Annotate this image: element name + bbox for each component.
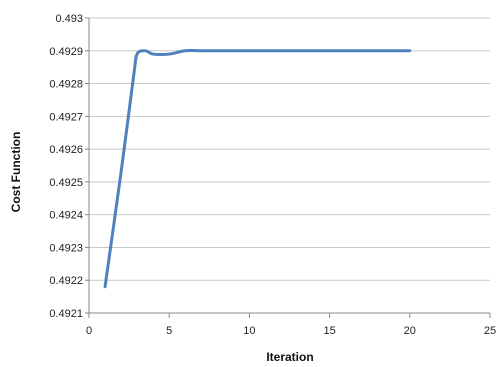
x-tick-label-5: 25 xyxy=(484,325,496,337)
y-tick-label-9: 0.493 xyxy=(55,13,83,25)
x-tick-label-2: 10 xyxy=(243,325,255,337)
axes xyxy=(85,17,491,318)
x-tick-label-0: 0 xyxy=(86,325,92,337)
y-tick-label-5: 0.4926 xyxy=(49,144,83,156)
y-axis-label: Cost Function xyxy=(9,132,23,213)
x-tick-label-1: 5 xyxy=(166,325,172,337)
x-axis-label: Iteration xyxy=(266,350,313,364)
y-tick-label-8: 0.4929 xyxy=(49,46,83,58)
y-tick-labels: 0.4921 0.4922 0.4923 0.4924 0.4925 0.4926 0.49… xyxy=(49,13,83,320)
x-tick-labels: 0 5 10 15 20 25 xyxy=(86,325,496,337)
series-layer xyxy=(103,49,412,289)
y-tick-label-0: 0.4921 xyxy=(49,308,83,320)
y-tick-label-3: 0.4924 xyxy=(49,210,83,222)
gridlines xyxy=(89,17,490,314)
x-tick-label-4: 20 xyxy=(404,325,416,337)
y-tick-label-4: 0.4925 xyxy=(49,177,83,189)
x-tick-label-3: 15 xyxy=(323,325,335,337)
y-tick-label-7: 0.4928 xyxy=(49,79,83,91)
series-line-0 xyxy=(103,49,412,289)
y-tick-label-2: 0.4923 xyxy=(49,242,83,254)
y-tick-label-6: 0.4927 xyxy=(49,111,83,123)
y-tick-label-1: 0.4922 xyxy=(49,275,83,287)
